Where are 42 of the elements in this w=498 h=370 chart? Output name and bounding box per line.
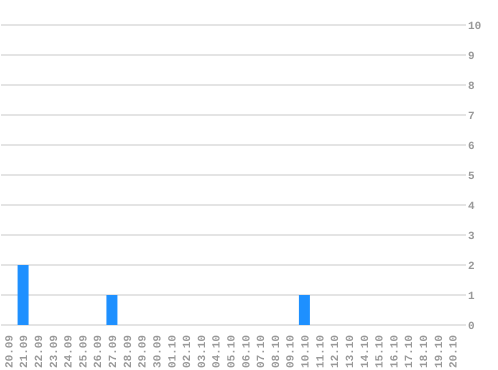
y-tick-label: 10: [468, 20, 482, 33]
x-tick-label: 18.10: [418, 335, 431, 368]
y-tick-label: 5: [468, 170, 475, 183]
x-tick-label: 03.10: [196, 335, 209, 368]
x-tick-label: 07.10: [256, 335, 268, 368]
y-tick-label: 4: [468, 200, 475, 213]
x-tick-label: 20.10: [448, 335, 461, 368]
x-tick-label: 27.09: [108, 335, 120, 368]
x-tick-label: 09.10: [286, 335, 298, 368]
x-tick-label: 11.10: [315, 335, 328, 368]
y-tick-label: 8: [468, 80, 475, 93]
x-tick-label: 20.09: [4, 335, 16, 368]
y-tick-label: 2: [468, 260, 475, 273]
x-tick-label: 26.09: [93, 335, 106, 368]
x-tick-label: 06.10: [241, 335, 254, 368]
x-tick-label: 23.09: [48, 335, 61, 368]
y-tick-label: 3: [468, 230, 475, 243]
x-tick-label: 19.10: [434, 335, 446, 368]
x-tick-label: 14.10: [360, 335, 372, 368]
y-tick-label: 7: [468, 110, 475, 123]
x-tick-label: 13.10: [344, 335, 357, 368]
x-tick-label: 04.10: [212, 335, 224, 368]
y-tick-label: 9: [468, 50, 475, 63]
y-tick-label: 6: [468, 140, 475, 153]
x-tick-label: 25.09: [78, 335, 90, 368]
x-tick-label: 21.09: [19, 335, 32, 368]
x-tick-label: 02.10: [182, 335, 194, 368]
x-tick-label: 22.09: [34, 335, 46, 368]
x-tick-label: 29.09: [138, 335, 150, 368]
x-tick-label: 01.10: [167, 335, 180, 368]
x-tick-label: 28.09: [122, 335, 135, 368]
x-tick-label: 30.09: [152, 335, 164, 368]
y-tick-label: 1: [468, 290, 475, 303]
x-tick-label: 05.10: [226, 335, 238, 368]
x-tick-label: 24.09: [64, 335, 76, 368]
x-tick-label: 10.10: [300, 335, 313, 368]
y-tick-label: 0: [468, 320, 475, 333]
x-tick-label: 15.10: [374, 335, 387, 368]
x-tick-label: 17.10: [404, 335, 416, 368]
x-tick-label: 08.10: [270, 335, 283, 368]
x-tick-label: 12.10: [330, 335, 342, 368]
x-tick-label: 16.10: [389, 335, 402, 368]
